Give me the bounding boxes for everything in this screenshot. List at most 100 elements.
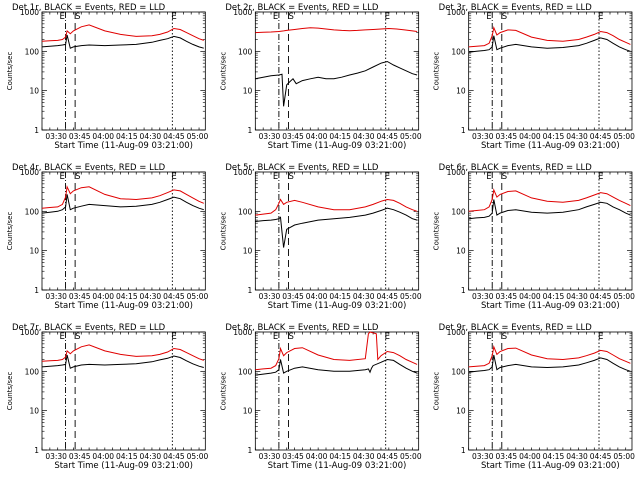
x-tick-label: 03:30 bbox=[259, 292, 281, 301]
y-tick-label: 1000 bbox=[233, 168, 252, 177]
series-line-events bbox=[468, 354, 631, 373]
x-tick-label: 03:30 bbox=[259, 452, 281, 461]
y-tick-label: 1 bbox=[461, 126, 466, 135]
x-tick-label: 04:00 bbox=[519, 292, 541, 301]
y-axis-label: Counts/sec bbox=[433, 52, 441, 91]
y-tick-label: 1000 bbox=[447, 8, 466, 17]
series-line-events bbox=[41, 34, 204, 49]
x-tick-label: 05:00 bbox=[187, 292, 209, 301]
y-tick-label: 1000 bbox=[20, 328, 39, 337]
series-line-lld bbox=[255, 27, 418, 34]
y-tick-label: 10 bbox=[456, 247, 466, 256]
y-tick-label: 1 bbox=[461, 446, 466, 455]
y-tick-label: 10 bbox=[29, 247, 39, 256]
x-tick-label: 03:45 bbox=[496, 452, 518, 461]
y-tick-label: 1000 bbox=[233, 8, 252, 17]
y-tick-label: 100 bbox=[238, 207, 253, 216]
marker-label: E bbox=[486, 12, 491, 22]
x-tick-label: 04:15 bbox=[543, 452, 565, 461]
marker-label: E bbox=[60, 172, 65, 182]
panel-1: Det 1r, BLACK = Events, RED = LLD 03:30 03… bbox=[6, 3, 209, 151]
chart-title: Det 8r, BLACK = Events, RED = LLD bbox=[225, 323, 379, 333]
x-tick-label: 05:00 bbox=[400, 292, 422, 301]
marker-label: E bbox=[273, 172, 278, 182]
y-axis-label: Counts/sec bbox=[219, 212, 227, 251]
y-axis-label: Counts/sec bbox=[6, 372, 14, 411]
chart-title: Det 9r, BLACK = Events, RED = LLD bbox=[439, 323, 593, 333]
x-tick-label: 04:00 bbox=[92, 292, 114, 301]
x-tick-label: 03:45 bbox=[69, 452, 91, 461]
series-line-events bbox=[41, 354, 204, 369]
marker-label: S bbox=[75, 12, 80, 22]
series-line-lld bbox=[468, 188, 631, 212]
marker-label: E bbox=[60, 12, 65, 22]
y-tick-label: 100 bbox=[238, 47, 253, 56]
x-tick-label: 04:15 bbox=[329, 452, 351, 461]
marker-label: E bbox=[598, 332, 603, 342]
y-tick-label: 10 bbox=[243, 87, 253, 96]
x-tick-label: 04:45 bbox=[163, 132, 185, 141]
y-tick-label: 100 bbox=[451, 47, 466, 56]
x-tick-label: 04:15 bbox=[329, 132, 351, 141]
x-tick-label: 04:00 bbox=[519, 132, 541, 141]
x-tick-label: 03:30 bbox=[472, 452, 494, 461]
x-tick-label: 04:45 bbox=[376, 292, 398, 301]
marker-label: E bbox=[273, 12, 278, 22]
plot-frame bbox=[254, 11, 420, 131]
y-tick-label: 1000 bbox=[233, 328, 252, 337]
series-line-events bbox=[41, 194, 204, 214]
x-tick-label: 04:45 bbox=[590, 292, 612, 301]
plot-frame bbox=[41, 171, 206, 291]
chart-title: Det 5r, BLACK = Events, RED = LLD bbox=[225, 163, 379, 173]
series-line-lld bbox=[41, 24, 204, 42]
y-tick-label: 10 bbox=[456, 407, 466, 416]
plot-frame bbox=[41, 11, 206, 131]
y-tick-label: 1 bbox=[248, 286, 253, 295]
x-tick-label: 03:45 bbox=[282, 452, 304, 461]
plot-frame bbox=[254, 171, 420, 291]
chart-title: Det 4r, BLACK = Events, RED = LLD bbox=[12, 163, 166, 173]
series-line-lld bbox=[468, 345, 631, 368]
panel-6: Det 6r, BLACK = Events, RED = LLD 03:30 03… bbox=[433, 163, 636, 311]
marker-label: E bbox=[598, 172, 603, 182]
y-tick-label: 10 bbox=[29, 87, 39, 96]
y-tick-label: 1 bbox=[34, 286, 39, 295]
chart-title: Det 6r, BLACK = Events, RED = LLD bbox=[439, 163, 593, 173]
x-tick-label: 03:30 bbox=[472, 132, 494, 141]
y-tick-label: 1000 bbox=[447, 328, 466, 337]
y-tick-label: 1 bbox=[248, 126, 253, 135]
marker-label: S bbox=[288, 332, 293, 342]
x-tick-label: 04:30 bbox=[353, 452, 375, 461]
x-tick-label: 04:45 bbox=[376, 452, 398, 461]
panel-4: Det 4r, BLACK = Events, RED = LLD 03:30 03… bbox=[6, 163, 209, 311]
x-tick-label: 04:00 bbox=[92, 132, 114, 141]
x-tick-label: 04:45 bbox=[163, 452, 185, 461]
marker-label: E bbox=[273, 332, 278, 342]
x-tick-label: 04:45 bbox=[590, 132, 612, 141]
x-tick-label: 03:30 bbox=[45, 292, 67, 301]
marker-label: E bbox=[598, 12, 603, 22]
x-tick-label: 03:45 bbox=[496, 292, 518, 301]
marker-label: E bbox=[385, 12, 390, 22]
x-tick-label: 03:30 bbox=[45, 452, 67, 461]
y-tick-label: 100 bbox=[451, 207, 466, 216]
series-line-lld bbox=[41, 344, 204, 362]
y-axis-label: Counts/sec bbox=[6, 52, 14, 91]
y-tick-label: 100 bbox=[25, 367, 40, 376]
y-axis-label: Counts/sec bbox=[219, 52, 227, 91]
y-tick-label: 100 bbox=[25, 47, 40, 56]
plot-frame bbox=[468, 171, 633, 291]
series-line-lld bbox=[255, 198, 418, 216]
x-tick-label: 04:15 bbox=[116, 452, 138, 461]
panel-9: Det 9r, BLACK = Events, RED = LLD 03:30 03… bbox=[433, 323, 636, 471]
plot-frame bbox=[468, 331, 633, 451]
y-tick-label: 100 bbox=[238, 367, 253, 376]
marker-label: E bbox=[385, 332, 390, 342]
x-tick-label: 04:45 bbox=[163, 292, 185, 301]
x-tick-label: 04:00 bbox=[92, 452, 114, 461]
y-tick-label: 1000 bbox=[20, 8, 39, 17]
x-axis-label: Start Time (11-Aug-09 03:21:00) bbox=[481, 461, 620, 471]
panel-7: Det 7r, BLACK = Events, RED = LLD 03:30 03… bbox=[6, 323, 209, 471]
x-axis-label: Start Time (11-Aug-09 03:21:00) bbox=[54, 301, 193, 311]
series-line-events bbox=[468, 199, 631, 220]
